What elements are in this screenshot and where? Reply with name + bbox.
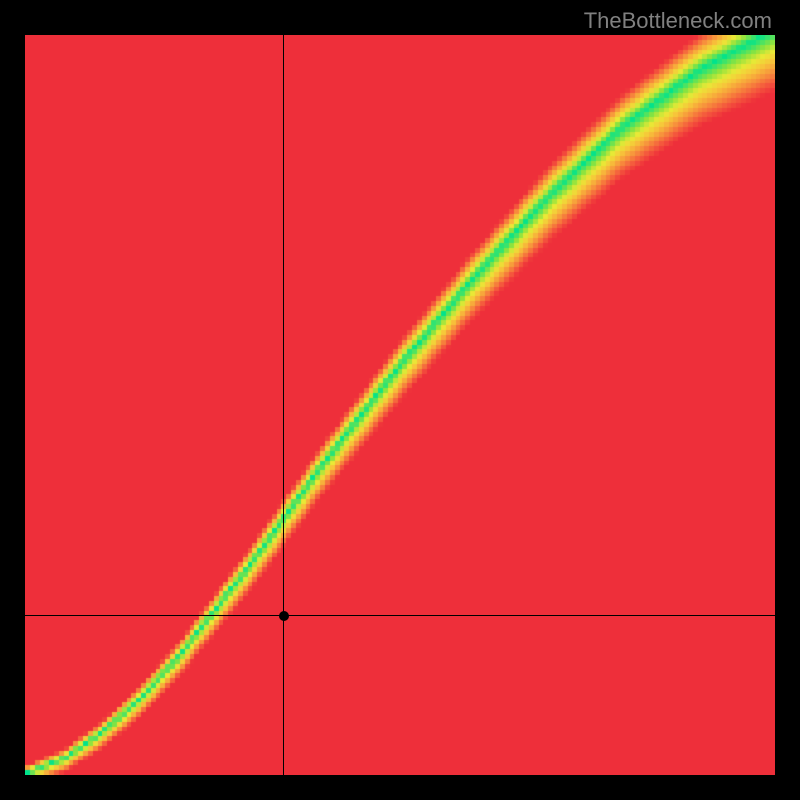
crosshair-vertical (283, 35, 284, 775)
marker-point (279, 611, 289, 621)
attribution-text: TheBottleneck.com (584, 8, 772, 34)
chart-container: TheBottleneck.com (0, 0, 800, 800)
heatmap-canvas (25, 35, 775, 775)
crosshair-horizontal (25, 615, 775, 616)
plot-area (25, 35, 775, 775)
